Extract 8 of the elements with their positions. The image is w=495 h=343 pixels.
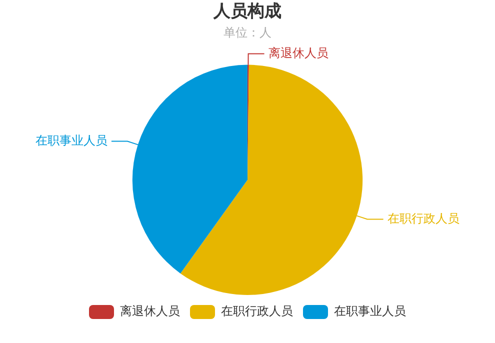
slice-label: 离退休人员 bbox=[268, 46, 328, 60]
chart-title: 人员构成 bbox=[212, 2, 282, 22]
legend-label: 在职事业人员 bbox=[334, 304, 406, 318]
legend-label: 在职行政人员 bbox=[221, 304, 293, 318]
slice-label: 在职行政人员 bbox=[387, 211, 460, 226]
legend-label: 离退休人员 bbox=[120, 304, 180, 318]
chart-subtitle: 单位：人 bbox=[224, 26, 272, 40]
slice-label: 在职事业人员 bbox=[35, 133, 108, 148]
